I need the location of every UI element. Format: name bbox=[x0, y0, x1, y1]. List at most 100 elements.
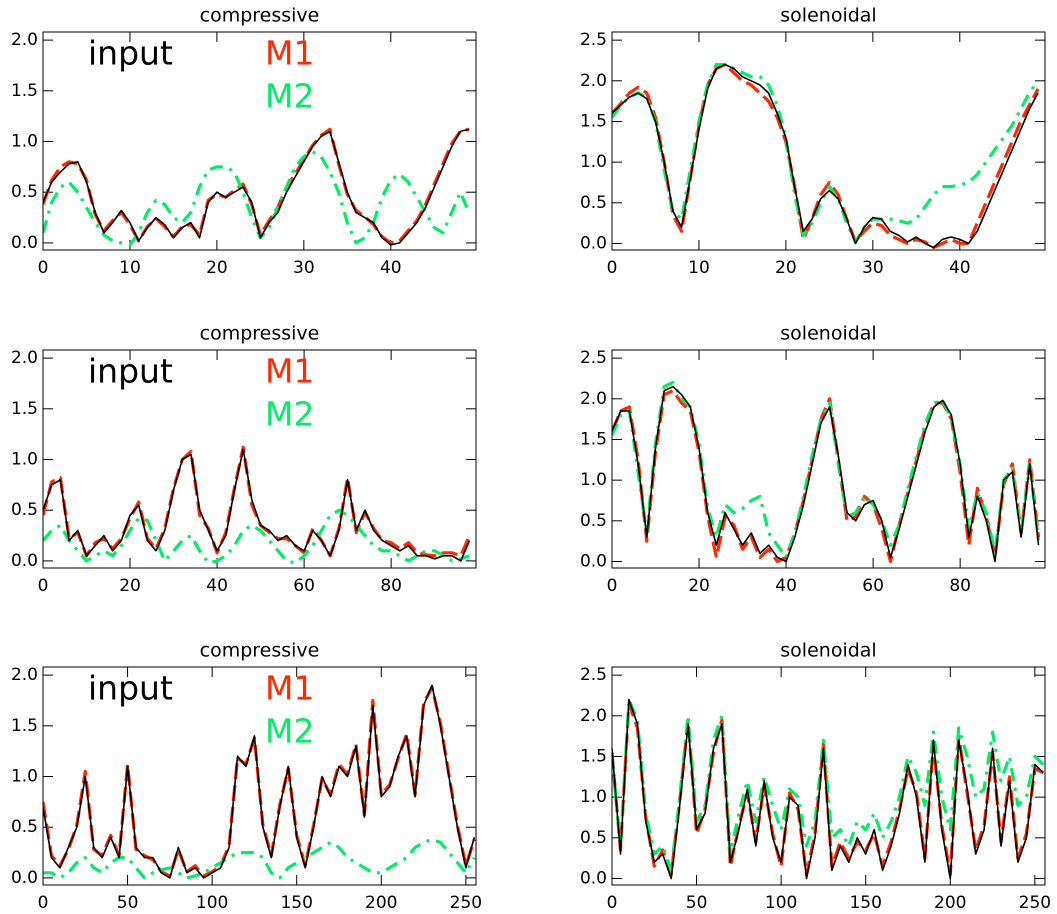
series-line bbox=[612, 380, 1041, 559]
plot-frame bbox=[42, 666, 477, 886]
x-tick-label: 200 bbox=[365, 893, 397, 913]
series-line bbox=[43, 445, 471, 558]
y-tick-label: 0.5 bbox=[11, 500, 38, 520]
y-tick-label: 1.5 bbox=[11, 81, 38, 101]
x-tick-label: 150 bbox=[849, 893, 881, 913]
panel-title: compressive bbox=[200, 640, 320, 662]
y-tick-label: 1.0 bbox=[580, 152, 607, 172]
legend-entry: M2 bbox=[265, 712, 314, 751]
x-tick-label: 250 bbox=[450, 893, 482, 913]
y-tick-label: 0.0 bbox=[11, 868, 38, 888]
y-tick-label: 0.0 bbox=[580, 868, 607, 888]
x-tick-label: 0 bbox=[607, 258, 618, 278]
y-tick-label: 2.0 bbox=[580, 389, 607, 409]
y-tick-label: 2.5 bbox=[580, 30, 607, 50]
y-tick-label: 1.0 bbox=[580, 470, 607, 490]
x-tick-label: 80 bbox=[380, 576, 402, 596]
y-tick-label: 1.5 bbox=[11, 716, 38, 736]
y-tick-label: 0.0 bbox=[580, 551, 607, 571]
panel-title: solenoidal bbox=[780, 640, 876, 662]
legend-entry: input bbox=[88, 669, 173, 708]
y-tick-label: 1.5 bbox=[580, 429, 607, 449]
x-tick-label: 250 bbox=[1019, 893, 1051, 913]
plot-frame bbox=[42, 31, 477, 251]
x-tick-label: 60 bbox=[862, 576, 884, 596]
y-tick-label: 0.5 bbox=[580, 193, 607, 213]
panel-title: compressive bbox=[200, 5, 320, 27]
x-tick-label: 0 bbox=[607, 893, 618, 913]
x-tick-label: 0 bbox=[38, 576, 49, 596]
panel-title: compressive bbox=[200, 323, 320, 345]
x-tick-label: 0 bbox=[38, 258, 49, 278]
x-tick-label: 80 bbox=[949, 576, 971, 596]
y-tick-label: 0.0 bbox=[11, 233, 38, 253]
panel: solenoidal 0.0 0.5 1.0 1.5 2.0 2.5 0 20 40 60 80 bbox=[580, 323, 1046, 596]
x-tick-label: 0 bbox=[38, 893, 49, 913]
series-line bbox=[43, 684, 476, 879]
y-tick-label: 1.0 bbox=[11, 767, 38, 787]
x-tick-label: 30 bbox=[293, 258, 315, 278]
y-tick-label: 0.5 bbox=[11, 817, 38, 837]
plot-frame bbox=[611, 666, 1046, 886]
legend-entry: input bbox=[88, 34, 173, 73]
x-tick-label: 100 bbox=[765, 893, 797, 913]
x-tick-label: 10 bbox=[119, 258, 141, 278]
x-tick-label: 60 bbox=[293, 576, 315, 596]
y-tick-label: 1.5 bbox=[580, 111, 607, 131]
plot-frame bbox=[42, 349, 477, 569]
x-tick-label: 50 bbox=[117, 893, 139, 913]
legend-entry: input bbox=[88, 352, 173, 391]
panel: compressive 0.0 0.5 1.0 1.5 2.0 0 20 40 60 80 input… bbox=[11, 323, 477, 596]
y-tick-label: 0.5 bbox=[580, 828, 607, 848]
series-line bbox=[612, 62, 1040, 244]
panel-title: solenoidal bbox=[780, 323, 876, 345]
panel-title: solenoidal bbox=[780, 5, 876, 27]
x-tick-label: 20 bbox=[688, 576, 710, 596]
y-tick-label: 2.5 bbox=[580, 665, 607, 685]
y-tick-label: 1.0 bbox=[11, 450, 38, 470]
series-line bbox=[612, 389, 1041, 564]
series-line bbox=[43, 448, 471, 562]
y-tick-label: 1.0 bbox=[11, 132, 38, 152]
plot-frame bbox=[611, 31, 1046, 251]
x-tick-label: 40 bbox=[775, 576, 797, 596]
panel: compressive 0.0 0.5 1.0 1.5 2.0 0 10 20 30 40 input… bbox=[11, 5, 477, 278]
legend-entry: M2 bbox=[265, 395, 314, 434]
x-tick-label: 50 bbox=[686, 893, 708, 913]
series-line bbox=[43, 508, 471, 565]
y-tick-label: 1.0 bbox=[580, 787, 607, 807]
y-tick-label: 1.5 bbox=[11, 399, 38, 419]
x-tick-label: 30 bbox=[862, 258, 884, 278]
x-tick-label: 20 bbox=[206, 258, 228, 278]
y-tick-label: 0.0 bbox=[11, 551, 38, 571]
series-line bbox=[612, 62, 1040, 250]
x-tick-label: 200 bbox=[934, 893, 966, 913]
y-tick-label: 2.5 bbox=[580, 348, 607, 368]
x-tick-label: 20 bbox=[119, 576, 141, 596]
y-tick-label: 0.5 bbox=[11, 182, 38, 202]
y-tick-label: 0.0 bbox=[580, 233, 607, 253]
x-tick-label: 0 bbox=[607, 576, 618, 596]
plot-frame bbox=[611, 349, 1046, 569]
x-tick-label: 40 bbox=[380, 258, 402, 278]
y-tick-label: 2.0 bbox=[11, 30, 38, 50]
series-line bbox=[43, 128, 470, 246]
y-tick-label: 2.0 bbox=[580, 71, 607, 91]
series-line bbox=[612, 385, 1040, 563]
y-tick-label: 1.5 bbox=[580, 746, 607, 766]
panel: compressive 0.0 0.5 1.0 1.5 2.0 0 50 100 150 200 25… bbox=[11, 640, 482, 914]
legend-entry: M1 bbox=[265, 669, 314, 708]
series-line bbox=[43, 837, 476, 880]
x-tick-label: 100 bbox=[196, 893, 228, 913]
y-tick-label: 0.5 bbox=[580, 511, 607, 531]
x-tick-label: 40 bbox=[206, 576, 228, 596]
panel: solenoidal 0.0 0.5 1.0 1.5 2.0 2.5 0 10 20 30 40 bbox=[580, 5, 1046, 278]
y-tick-label: 2.0 bbox=[580, 706, 607, 726]
x-tick-label: 150 bbox=[280, 893, 312, 913]
x-tick-label: 20 bbox=[775, 258, 797, 278]
series-line bbox=[43, 150, 471, 247]
series-line bbox=[43, 127, 470, 245]
x-tick-label: 10 bbox=[688, 258, 710, 278]
legend-entry: M1 bbox=[265, 34, 314, 73]
